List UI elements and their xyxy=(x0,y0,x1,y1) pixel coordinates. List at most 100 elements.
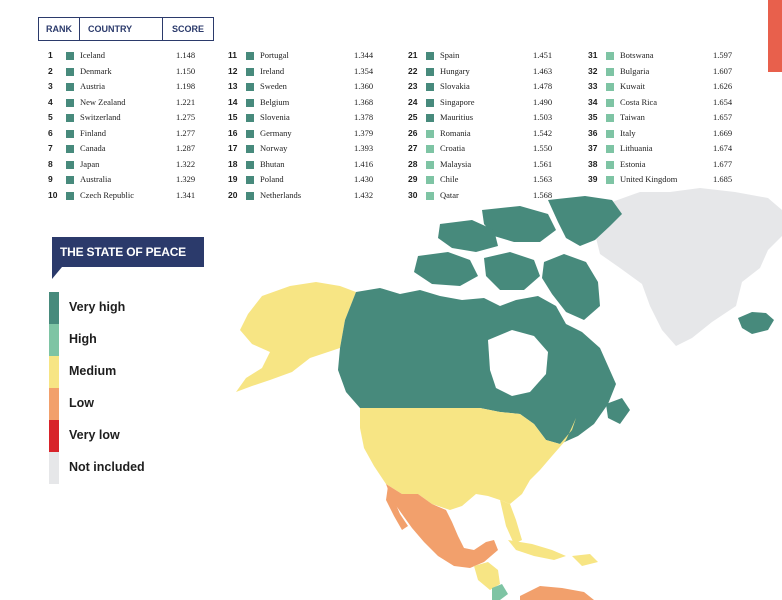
rank-country-name: United Kingdom xyxy=(620,174,678,184)
rank-color-swatch xyxy=(66,98,74,107)
rank-number: 12 xyxy=(228,65,238,76)
rank-score-value: 1.322 xyxy=(176,158,196,169)
rank-score-value: 1.654 xyxy=(713,96,733,107)
map-region-baja xyxy=(386,486,408,530)
rank-number: 11 xyxy=(228,50,237,60)
rank-country-name: Qatar xyxy=(440,189,459,200)
map-region-alaska xyxy=(236,282,356,392)
rank-country-name: Austria xyxy=(80,81,106,91)
rank-score-value: 1.344 xyxy=(354,50,374,60)
map-region-south-america xyxy=(520,586,594,600)
rank-number: 18 xyxy=(228,158,238,169)
map-region-newfoundland xyxy=(606,398,630,424)
rank-number: 15 xyxy=(228,112,238,122)
rank-number: 14 xyxy=(228,96,238,107)
ranking-row: 38 Estonia 1.677 xyxy=(588,159,768,173)
rank-number: 23 xyxy=(408,81,418,91)
map-region-hispaniola xyxy=(572,554,598,566)
rank-country-name: Slovenia xyxy=(260,112,290,122)
rank-country-name: Japan xyxy=(80,158,100,169)
rank-country-name: Singapore xyxy=(440,96,475,107)
ranking-table-header: RANK COUNTRY SCORE xyxy=(38,17,214,41)
ranking-row: 30 Qatar 1.568 xyxy=(408,190,588,204)
map-region-canada-arctic-6 xyxy=(542,254,600,320)
ranking-row: 12 Ireland 1.354 xyxy=(228,66,408,80)
rank-color-swatch xyxy=(66,191,74,200)
legend-label: Very low xyxy=(69,428,120,442)
rank-number: 28 xyxy=(408,158,418,169)
rank-score-value: 1.607 xyxy=(713,65,733,76)
rank-score-value: 1.563 xyxy=(533,174,553,184)
ranking-row: 25 Mauritius 1.503 xyxy=(408,112,588,126)
rank-number: 36 xyxy=(588,127,598,138)
map-region-central-america-yellow xyxy=(474,562,500,590)
legend-item: Very high xyxy=(49,292,199,324)
rank-score-value: 1.597 xyxy=(713,50,733,60)
rank-country-name: Hungary xyxy=(440,65,470,76)
ranking-row: 5 Switzerland 1.275 xyxy=(48,112,228,126)
rank-color-swatch xyxy=(606,83,614,91)
rank-color-swatch xyxy=(426,191,434,200)
rank-number: 29 xyxy=(408,174,418,184)
decorative-accent-bar xyxy=(768,0,782,72)
rank-number: 20 xyxy=(228,189,238,200)
rank-country-name: New Zealand xyxy=(80,96,126,107)
legend-title: THE STATE OF PEACE xyxy=(52,237,204,267)
rank-country-name: Iceland xyxy=(80,50,106,60)
rank-color-swatch xyxy=(66,52,74,60)
ranking-row: 18 Bhutan 1.416 xyxy=(228,159,408,173)
rank-number: 24 xyxy=(408,96,418,107)
rank-number: 2 xyxy=(48,65,53,76)
ranking-row: 21 Spain 1.451 xyxy=(408,50,588,64)
rank-color-swatch xyxy=(246,114,254,122)
map-region-central-america-green xyxy=(492,584,508,600)
rank-score-value: 1.503 xyxy=(533,112,553,122)
rank-score-value: 1.354 xyxy=(354,65,374,76)
rank-number: 1 xyxy=(48,50,53,60)
rank-score-value: 1.221 xyxy=(176,96,196,107)
rank-number: 35 xyxy=(588,112,598,122)
rank-number: 30 xyxy=(408,189,418,200)
ranking-row: 7 Canada 1.287 xyxy=(48,143,228,157)
rank-color-swatch xyxy=(426,160,434,169)
rank-score-value: 1.657 xyxy=(713,112,733,122)
legend-swatch xyxy=(49,388,59,420)
legend-item: Medium xyxy=(49,356,199,388)
rank-color-swatch xyxy=(426,52,434,60)
map-region-canada-arctic-4 xyxy=(414,252,478,286)
ranking-row: 3 Austria 1.198 xyxy=(48,81,228,95)
rank-number: 10 xyxy=(48,189,58,200)
rank-number: 26 xyxy=(408,127,418,138)
ranking-row: 33 Kuwait 1.626 xyxy=(588,81,768,95)
rank-score-value: 1.430 xyxy=(354,174,374,184)
rank-country-name: Switzerland xyxy=(80,112,121,122)
legend-item: Very low xyxy=(49,420,199,452)
rank-number: 7 xyxy=(48,143,53,153)
map-region-greenland xyxy=(596,188,782,346)
ranking-row: 34 Costa Rica 1.654 xyxy=(588,97,768,111)
rank-score-value: 1.669 xyxy=(713,127,733,138)
rank-color-swatch xyxy=(606,52,614,60)
legend-label: Very high xyxy=(69,300,126,314)
rank-color-swatch xyxy=(426,67,434,76)
rank-color-swatch xyxy=(426,98,434,107)
rank-country-name: Netherlands xyxy=(260,189,302,200)
rank-color-swatch xyxy=(606,114,614,122)
ranking-row: 28 Malaysia 1.561 xyxy=(408,159,588,173)
rank-color-swatch xyxy=(606,145,614,153)
rank-color-swatch xyxy=(246,129,254,138)
map-region-florida xyxy=(500,500,522,544)
ranking-row: 26 Romania 1.542 xyxy=(408,128,588,142)
rank-score-value: 1.626 xyxy=(713,81,733,91)
map-region-iceland xyxy=(738,312,774,334)
rank-country-name: Canada xyxy=(80,143,106,153)
rank-number: 32 xyxy=(588,65,598,76)
rank-number: 5 xyxy=(48,112,53,122)
rank-score-value: 1.451 xyxy=(533,50,553,60)
legend-swatch xyxy=(49,292,59,324)
rank-color-swatch xyxy=(246,98,254,107)
rank-color-swatch xyxy=(426,114,434,122)
rank-country-name: Germany xyxy=(260,127,292,138)
rank-color-swatch xyxy=(606,98,614,107)
